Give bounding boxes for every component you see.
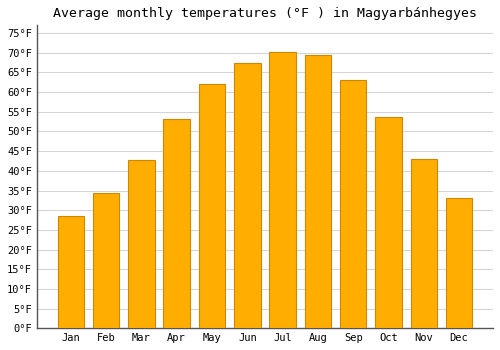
Bar bbox=[410, 159, 437, 328]
Bar bbox=[93, 193, 120, 328]
Bar bbox=[304, 55, 331, 328]
Title: Average monthly temperatures (°F ) in Magyarbánhegyes: Average monthly temperatures (°F ) in Ma… bbox=[53, 7, 477, 20]
Bar bbox=[128, 160, 154, 328]
Bar bbox=[234, 63, 260, 328]
Bar bbox=[446, 198, 472, 328]
Bar bbox=[164, 119, 190, 328]
Bar bbox=[270, 52, 296, 328]
Bar bbox=[340, 80, 366, 328]
Bar bbox=[375, 117, 402, 328]
Bar bbox=[58, 216, 84, 328]
Bar bbox=[198, 84, 225, 328]
